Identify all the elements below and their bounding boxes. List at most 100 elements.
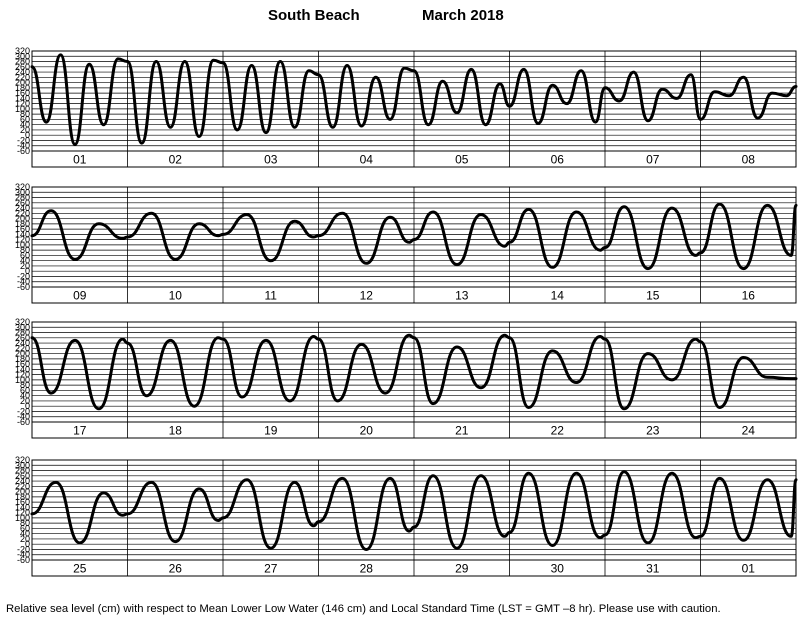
day-label: 19 — [264, 424, 278, 438]
day-label: 25 — [73, 562, 87, 576]
day-label: 18 — [169, 424, 183, 438]
y-tick-label: 120 — [15, 508, 30, 518]
y-tick-label: 80 — [20, 380, 30, 390]
y-tick-label: 300 — [15, 322, 30, 332]
panel-3: 3203002802602402202001801601401201008060… — [15, 317, 798, 439]
y-tick-label: 40 — [20, 120, 30, 130]
day-label: 07 — [646, 153, 660, 167]
y-tick-label: 300 — [15, 460, 30, 470]
y-tick-label: 0 — [25, 401, 30, 411]
y-tick-label: 180 — [15, 354, 30, 364]
y-tick-label: 60 — [20, 114, 30, 124]
y-tick-label: 160 — [15, 359, 30, 369]
y-tick-label: 0 — [25, 539, 30, 549]
day-label: 01 — [73, 153, 87, 167]
y-tick-label: 260 — [15, 62, 30, 72]
day-label: 22 — [551, 424, 565, 438]
y-tick-label: 140 — [15, 502, 30, 512]
y-tick-label: -20 — [17, 271, 30, 281]
y-tick-label: 280 — [15, 57, 30, 67]
day-label-strip — [31, 421, 797, 439]
day-label: 04 — [360, 153, 374, 167]
panel-1: 3203002802602402202001801601401201008060… — [15, 46, 798, 168]
y-tick-label: 80 — [20, 518, 30, 528]
y-tick-label: 0 — [25, 266, 30, 276]
y-tick-label: 320 — [15, 455, 30, 465]
y-tick-label: 200 — [15, 487, 30, 497]
y-tick-label: 20 — [20, 125, 30, 135]
day-label: 20 — [360, 424, 374, 438]
y-tick-label: 20 — [20, 534, 30, 544]
day-label: 10 — [169, 289, 183, 303]
y-tick-label: 100 — [15, 104, 30, 114]
y-tick-label: 160 — [15, 88, 30, 98]
tide-curve — [30, 53, 798, 146]
y-tick-label: 100 — [15, 240, 30, 250]
y-tick-label: -20 — [17, 544, 30, 554]
y-tick-label: 100 — [15, 513, 30, 523]
day-label: 03 — [264, 153, 278, 167]
day-label: 29 — [455, 562, 469, 576]
y-tick-label: 60 — [20, 523, 30, 533]
panels: 3203002802602402202001801601401201008060… — [15, 46, 798, 577]
tide-curve — [30, 333, 798, 411]
day-label: 13 — [455, 289, 469, 303]
y-tick-label: 200 — [15, 78, 30, 88]
y-tick-label: 280 — [15, 466, 30, 476]
y-tick-label: -40 — [17, 141, 30, 151]
y-tick-label: 240 — [15, 203, 30, 213]
y-tick-label: 260 — [15, 333, 30, 343]
y-tick-label: 260 — [15, 471, 30, 481]
y-tick-label: 280 — [15, 328, 30, 338]
day-label: 28 — [360, 562, 374, 576]
y-tick-label: 140 — [15, 229, 30, 239]
y-tick-label: 320 — [15, 317, 30, 327]
y-tick-label: 220 — [15, 481, 30, 491]
y-tick-label: 160 — [15, 224, 30, 234]
day-label: 12 — [360, 289, 374, 303]
day-label: 26 — [169, 562, 183, 576]
y-tick-label: 180 — [15, 219, 30, 229]
day-label: 08 — [742, 153, 756, 167]
day-label: 21 — [455, 424, 469, 438]
y-tick-label: -40 — [17, 277, 30, 287]
day-label: 14 — [551, 289, 565, 303]
tide-curve — [30, 470, 798, 551]
y-tick-label: 200 — [15, 214, 30, 224]
y-tick-label: 220 — [15, 343, 30, 353]
y-tick-label: -40 — [17, 550, 30, 560]
y-tick-label: 220 — [15, 208, 30, 218]
day-label: 23 — [646, 424, 660, 438]
y-tick-label: 320 — [15, 182, 30, 192]
y-tick-label: 60 — [20, 250, 30, 260]
y-tick-label: -20 — [17, 135, 30, 145]
day-label: 27 — [264, 562, 278, 576]
y-tick-label: 120 — [15, 370, 30, 380]
y-tick-label: 40 — [20, 256, 30, 266]
y-tick-label: 100 — [15, 375, 30, 385]
day-label: 17 — [73, 424, 87, 438]
y-tick-label: 240 — [15, 338, 30, 348]
day-label: 11 — [265, 289, 278, 303]
month-year-title: March 2018 — [422, 7, 504, 24]
y-tick-label: 200 — [15, 349, 30, 359]
y-tick-label: 180 — [15, 83, 30, 93]
y-tick-label: 40 — [20, 391, 30, 401]
day-label: 09 — [73, 289, 87, 303]
y-tick-label: 60 — [20, 385, 30, 395]
y-tick-label: -20 — [17, 406, 30, 416]
day-label: 01 — [742, 562, 756, 576]
y-tick-label: 20 — [20, 396, 30, 406]
day-label-strip — [31, 559, 797, 577]
y-tick-label: -60 — [17, 282, 30, 292]
y-tick-label: 260 — [15, 198, 30, 208]
y-tick-label: 240 — [15, 476, 30, 486]
y-tick-label: 300 — [15, 187, 30, 197]
y-tick-label: 180 — [15, 492, 30, 502]
y-tick-label: 320 — [15, 46, 30, 56]
day-label: 16 — [742, 289, 756, 303]
y-tick-label: 280 — [15, 193, 30, 203]
day-label: 15 — [646, 289, 660, 303]
y-tick-label: 220 — [15, 72, 30, 82]
